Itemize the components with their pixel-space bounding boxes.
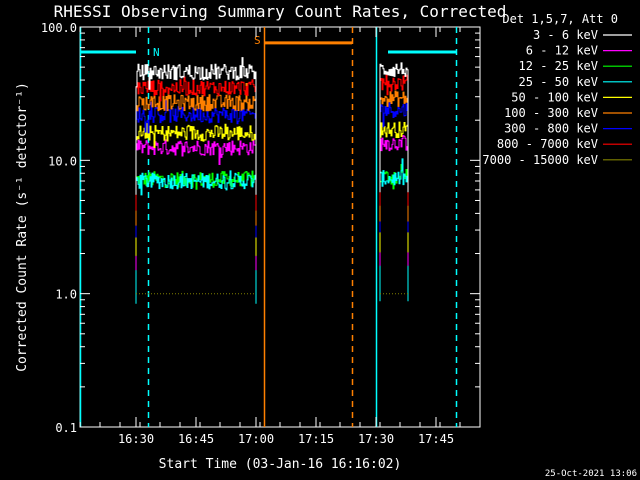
series-line <box>379 135 409 266</box>
legend-label: 7000 - 15000 keV <box>482 153 598 167</box>
series-line <box>379 90 409 222</box>
series-line <box>379 158 409 302</box>
x-tick-label: 17:45 <box>418 432 454 446</box>
series-line <box>135 139 257 271</box>
timestamp: 25-Oct-2021 13:06 <box>545 469 637 479</box>
series-line <box>135 76 257 211</box>
legend-label: 300 - 800 keV <box>504 122 598 136</box>
y-axis-label: Corrected Count Rate (s⁻¹ detector⁻¹) <box>15 82 30 372</box>
x-tick-label: 16:45 <box>178 432 214 446</box>
x-tick-label: 17:00 <box>238 432 274 446</box>
x-tick-label: 17:30 <box>358 432 394 446</box>
legend-title: Det 1,5,7, Att 0 <box>502 12 618 26</box>
legend-label: 50 - 100 keV <box>511 90 598 104</box>
series-line <box>135 170 257 304</box>
legend-label: 25 - 50 keV <box>519 75 598 89</box>
y-tick-label: 100.0 <box>41 21 77 35</box>
legend-label: 800 - 7000 keV <box>497 137 598 151</box>
night-flag-label: N <box>153 46 160 59</box>
chart-title: RHESSI Observing Summary Count Rates, Co… <box>54 2 507 21</box>
series-line <box>379 62 409 193</box>
series-line <box>135 123 257 256</box>
legend-label: 12 - 25 keV <box>519 59 598 73</box>
legend-label: 6 - 12 keV <box>526 44 598 58</box>
legend-label: 3 - 6 keV <box>533 28 598 42</box>
series-line <box>135 99 257 238</box>
x-axis-label: Start Time (03-Jan-16 16:16:02) <box>159 457 402 472</box>
y-tick-label: 0.1 <box>55 421 77 435</box>
series-line <box>379 102 409 233</box>
series-line <box>379 74 409 206</box>
legend-label: 100 - 300 keV <box>504 106 598 120</box>
series-line <box>135 57 257 195</box>
series-line <box>135 83 257 226</box>
y-tick-label: 1.0 <box>55 288 77 302</box>
series-line <box>135 170 257 303</box>
x-tick-label: 16:30 <box>118 432 154 446</box>
saa-flag-label: S <box>254 34 261 47</box>
x-tick-label: 17:15 <box>298 432 334 446</box>
y-tick-label: 10.0 <box>48 154 77 168</box>
